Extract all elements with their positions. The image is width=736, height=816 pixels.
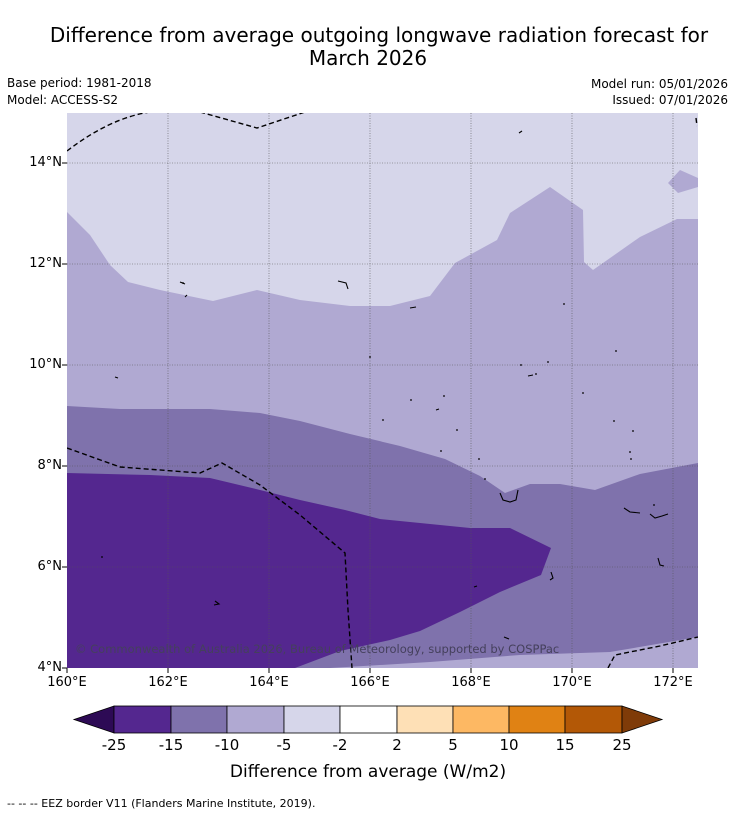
lon-label-162e: 162°E: [148, 675, 188, 690]
island-dots: [101, 282, 655, 558]
lon-label-170e: 170°E: [552, 675, 592, 690]
colorbar-swatch-9: [564, 705, 623, 734]
lat-label-6n: 6°N: [37, 559, 63, 574]
colorbar-swatch-4: [283, 705, 341, 734]
lon-label-164e: 164°E: [249, 675, 289, 690]
graticule: [67, 113, 698, 668]
lon-label-172e: 172°E: [653, 675, 693, 690]
anomaly-patch-neg10-neg5: [668, 170, 698, 193]
lat-label-10n: 10°N: [29, 357, 62, 372]
lat-label-4n: 4°N: [37, 660, 63, 675]
colorbar-low-extend: [72, 705, 115, 734]
lat-label-8n: 8°N: [37, 458, 63, 473]
colorbar-swatch-1: [113, 705, 172, 734]
colorbar-label: -15: [158, 736, 184, 754]
colorbar-title: Difference from average (W/m2): [229, 762, 507, 782]
map-panel: [67, 113, 698, 668]
model-name: Model: ACCESS-S2: [7, 93, 119, 107]
lon-label-168e: 168°E: [451, 675, 491, 690]
eez-footnote: -- -- -- EEZ border V11 (Flanders Marine…: [7, 797, 316, 810]
colorbar-swatch-6: [396, 705, 454, 734]
colorbar-label: -5: [276, 736, 292, 754]
colorbar-label: 2: [392, 736, 402, 754]
lat-label-14n: 14°N: [29, 155, 62, 170]
model-run: Model run: 05/01/2026: [590, 77, 728, 91]
eez-borders: [67, 113, 698, 668]
colorbar-label: 15: [555, 736, 575, 754]
colorbar-swatch-2: [170, 705, 228, 734]
base-period: Base period: 1981-2018: [7, 76, 152, 90]
colorbar-swatch-5: [339, 705, 398, 734]
colorbar-label: -10: [214, 736, 240, 754]
colorbar: [72, 705, 664, 734]
colorbar-label: -2: [332, 736, 348, 754]
lon-label-166e: 166°E: [350, 675, 390, 690]
copyright-notice: © Commonwealth of Australia 2026, Bureau…: [75, 642, 560, 656]
colorbar-swatch-3: [226, 705, 285, 734]
colorbar-swatch-8: [508, 705, 566, 734]
colorbar-high-extend: [621, 705, 664, 734]
colorbar-label: 10: [499, 736, 519, 754]
lat-label-12n: 12°N: [29, 256, 62, 271]
issued-date: Issued: 07/01/2026: [612, 93, 728, 107]
colorbar-label: -25: [101, 736, 127, 754]
lon-label-160e: 160°E: [47, 675, 87, 690]
title-line-1: Difference from average outgoing longwav…: [49, 23, 709, 47]
title-line-2: March 2026: [308, 46, 428, 70]
anomaly-band-neg25-neg15: [67, 473, 551, 668]
island-outlines: [114, 130, 669, 640]
colorbar-label: 25: [612, 736, 632, 754]
colorbar-label: 5: [448, 736, 458, 754]
colorbar-swatch-7: [452, 705, 510, 734]
axis-ticks: [62, 162, 674, 673]
